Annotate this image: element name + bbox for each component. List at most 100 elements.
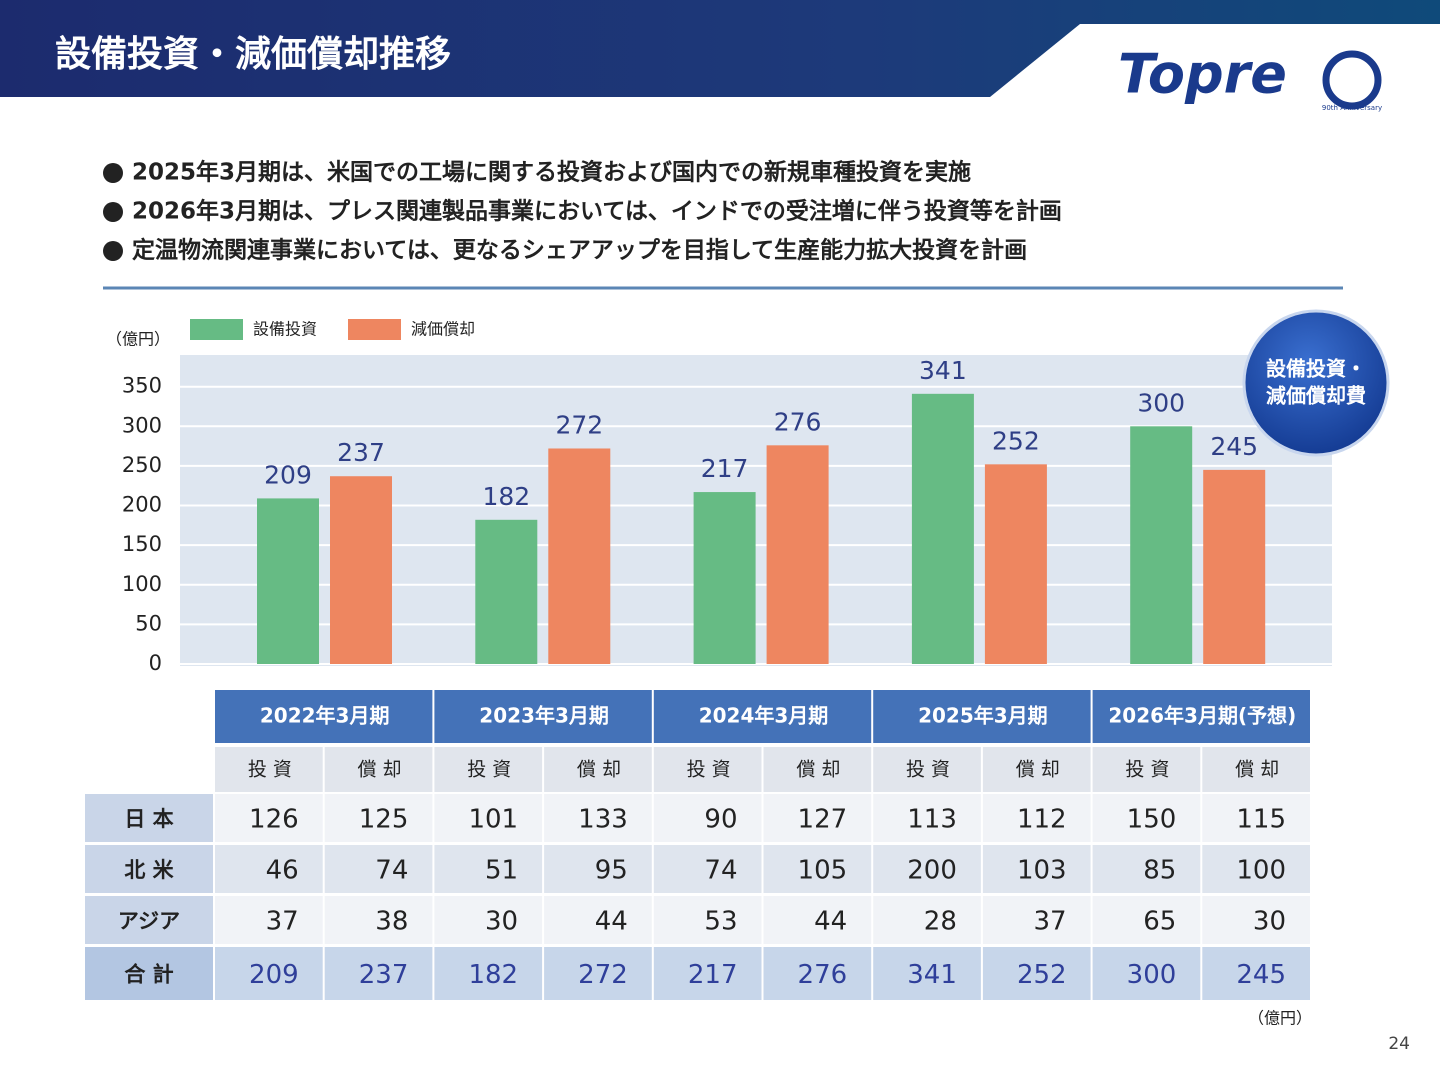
- cell: [324, 794, 433, 842]
- cell-value: 217: [688, 960, 738, 990]
- cell: [215, 896, 323, 944]
- subheader: 投 資: [1125, 759, 1169, 781]
- bar: [548, 448, 611, 664]
- cell: [1202, 845, 1310, 893]
- period-cell: [434, 690, 652, 743]
- cell-value: 341: [907, 960, 957, 990]
- cell-value: 127: [798, 805, 848, 835]
- cell-value: 237: [359, 960, 409, 990]
- cell: [544, 896, 652, 944]
- cell: [873, 896, 981, 944]
- cell: [763, 845, 872, 893]
- cell-value: 85: [1143, 856, 1176, 886]
- cell-value: 51: [485, 856, 518, 886]
- cell-value: 125: [359, 805, 409, 835]
- bullet-dot: [103, 202, 123, 222]
- subheader-cell: [1092, 747, 1201, 792]
- cell-value: 105: [798, 856, 848, 886]
- cell-value: 150: [1127, 805, 1177, 835]
- bar: [330, 476, 392, 664]
- y-tick-label: 250: [122, 453, 162, 477]
- bar: [984, 464, 1047, 664]
- cell-value: 100: [1236, 856, 1286, 886]
- anniversary-mark: [1322, 50, 1382, 110]
- bar: [475, 519, 538, 664]
- cell-value: 53: [704, 907, 737, 937]
- data-label: 217: [701, 454, 749, 483]
- legend-swatch: [190, 319, 243, 340]
- cell-value: 65: [1143, 907, 1176, 937]
- cell: [1202, 794, 1310, 842]
- cell-value: 209: [249, 960, 299, 990]
- cell: [324, 845, 433, 893]
- cell: [653, 845, 762, 893]
- badge: [1242, 309, 1390, 457]
- cell-value: 103: [1017, 856, 1067, 886]
- cell: [434, 896, 543, 944]
- cell: [1092, 896, 1201, 944]
- subheader-cell: [982, 747, 1091, 792]
- cell: [653, 896, 762, 944]
- subheader-cell: [215, 747, 323, 792]
- cell: [324, 947, 433, 1000]
- row-label: 合 計: [124, 963, 173, 987]
- cell: [434, 947, 543, 1000]
- subheader-cell: [763, 747, 872, 792]
- period-header: 2026年3月期(予想): [1108, 704, 1296, 728]
- cell: [653, 947, 762, 1000]
- row-label: 北 米: [124, 858, 174, 882]
- y-tick-label: 200: [122, 493, 162, 517]
- cell-value: 300: [1127, 960, 1177, 990]
- data-label: 276: [774, 407, 822, 436]
- cell-value: 38: [375, 907, 408, 937]
- bullet-text: 2026年3月期は、プレス関連製品事業においては、インドでの受注増に伴う投資等を…: [132, 198, 1062, 225]
- period-cell: [1092, 690, 1310, 743]
- badge-text: 減価償却費: [1266, 384, 1366, 408]
- title: 設備投資・減価償却推移: [55, 34, 451, 75]
- cell-value: 74: [375, 856, 408, 886]
- cell: [1092, 794, 1201, 842]
- bullet-text: 定温物流関連事業においては、更なるシェアアップを目指して生産能力拡大投資を計画: [132, 237, 1027, 264]
- cell: [544, 845, 652, 893]
- data-label: 272: [555, 410, 603, 439]
- data-label: 300: [1137, 388, 1185, 417]
- subheader: 償 却: [577, 759, 621, 781]
- row-label-cell: [85, 845, 213, 893]
- row-label-cell: [85, 947, 213, 1000]
- data-label: 209: [264, 460, 312, 489]
- cell: [215, 947, 323, 1000]
- bullet-dot: [103, 241, 123, 261]
- cell: [982, 896, 1091, 944]
- subheader-cell: [653, 747, 762, 792]
- cell-value: 95: [595, 856, 628, 886]
- cell: [434, 845, 543, 893]
- subheader: 投 資: [906, 759, 950, 781]
- cell-value: 44: [595, 907, 628, 937]
- cell: [982, 845, 1091, 893]
- cell: [434, 794, 543, 842]
- bar: [693, 492, 756, 664]
- bar: [257, 498, 319, 664]
- period-header: 2024年3月期: [699, 704, 829, 728]
- cell-value: 245: [1236, 960, 1286, 990]
- subheader: 償 却: [796, 759, 840, 781]
- cell: [324, 896, 433, 944]
- period-cell: [653, 690, 872, 743]
- y-tick-label: 150: [122, 532, 162, 556]
- row-label: アジア: [118, 909, 180, 933]
- data-label: 237: [337, 438, 385, 467]
- y-tick-label: 350: [122, 374, 162, 398]
- cell: [544, 794, 652, 842]
- cell: [873, 794, 981, 842]
- period-header: 2025年3月期: [918, 704, 1048, 728]
- subheader-cell: [544, 747, 652, 792]
- cell-value: 276: [798, 960, 848, 990]
- cell: [1092, 845, 1201, 893]
- legend-label: 減価償却: [411, 320, 475, 339]
- subheader-cell: [434, 747, 543, 792]
- y-tick-label: 300: [122, 413, 162, 437]
- cell: [1202, 896, 1310, 944]
- cell-value: 182: [468, 960, 518, 990]
- cell-value: 113: [907, 805, 957, 835]
- cell-value: 37: [266, 907, 299, 937]
